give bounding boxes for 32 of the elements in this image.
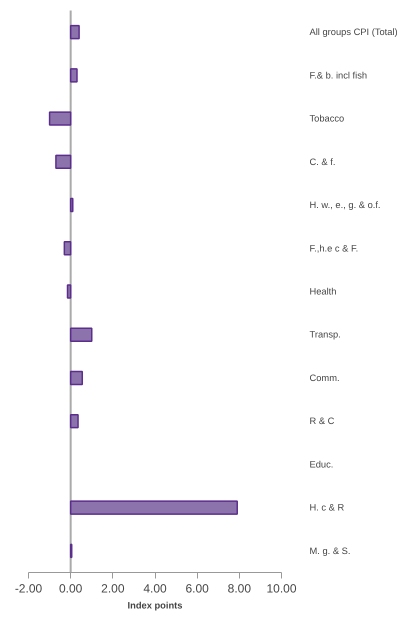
y-tick-label: Health	[310, 286, 336, 296]
x-axis-title: Index points	[128, 600, 182, 610]
y-tick-label: Comm.	[310, 372, 340, 383]
bar	[70, 370, 84, 386]
bar	[70, 24, 80, 40]
bar	[66, 284, 72, 299]
y-tick-label: Tobacco	[310, 114, 344, 124]
x-tick-label: 0.00	[58, 582, 83, 596]
y-tick-label: All groups CPI (Total)	[310, 27, 398, 38]
y-tick-label: C. & f.	[310, 156, 336, 167]
y-tick-label: Transp.	[310, 330, 341, 340]
bar	[70, 414, 79, 428]
x-tick-label: 2.00	[101, 582, 125, 596]
y-tick-label: H. c & R	[310, 502, 344, 513]
y-tick-label: Educ.	[310, 459, 334, 470]
x-tick-label: 8.00	[228, 582, 252, 596]
x-tick-label: 10.00	[266, 582, 297, 596]
bar	[70, 198, 74, 212]
y-tick-label: F.,h.e c & F.	[310, 243, 358, 254]
y-tick-label: M. g. & S.	[310, 546, 350, 556]
bar	[64, 241, 72, 256]
x-tick-label: 4.00	[143, 582, 168, 596]
y-tick-label: R & C	[310, 416, 335, 426]
bar	[70, 68, 78, 83]
bar	[70, 327, 92, 342]
x-tick-label: -2.00	[14, 582, 42, 596]
y-tick-label: F.& b. incl fish	[310, 70, 368, 80]
bar	[55, 154, 72, 170]
bar	[48, 111, 72, 126]
x-tick-label: 6.00	[185, 582, 210, 596]
bar	[70, 500, 238, 515]
y-tick-label: H. w., e., g. & o.f.	[310, 200, 381, 210]
